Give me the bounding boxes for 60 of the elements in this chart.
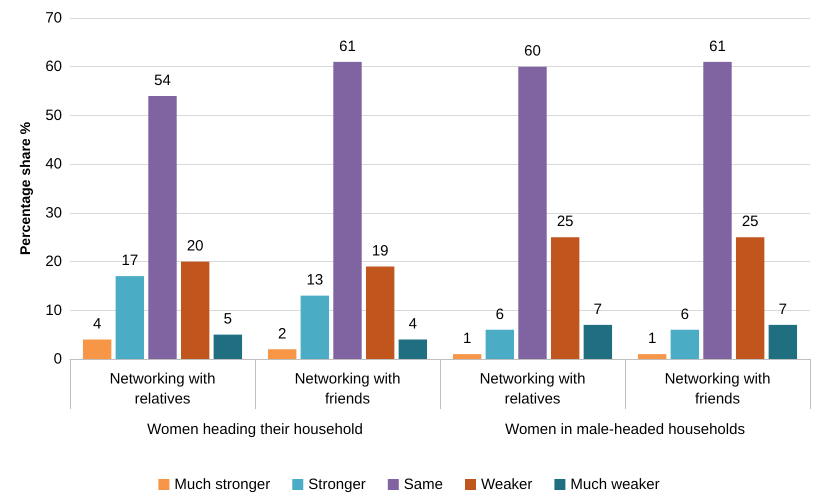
data-label: 25 — [742, 213, 759, 230]
data-label: 7 — [594, 300, 602, 318]
y-axis-title: Percentage share % — [17, 121, 33, 256]
data-label: 5 — [224, 310, 232, 328]
bar — [300, 296, 330, 359]
text: Women heading their household — [147, 421, 363, 438]
y-tick-label: 60 — [45, 58, 62, 76]
x-tick-label: Networking with friends — [294, 370, 400, 408]
bar — [518, 66, 547, 359]
legend-label: Much stronger — [174, 476, 270, 493]
data-label: 13 — [306, 272, 324, 289]
bar — [638, 354, 666, 359]
data-label: 61 — [339, 38, 356, 55]
bar — [670, 330, 700, 359]
bar — [148, 96, 177, 359]
data-label: 19 — [372, 242, 389, 260]
bar — [366, 266, 394, 359]
data-label: 6 — [496, 306, 504, 323]
data-label: 61 — [709, 38, 726, 55]
data-label: 54 — [154, 72, 171, 89]
data-label: 4 — [408, 316, 418, 333]
bar — [550, 237, 580, 359]
text: Women in male-headed households — [505, 421, 745, 438]
data-label: 60 — [524, 42, 541, 60]
data-label: 7 — [778, 300, 788, 318]
bar — [398, 340, 428, 359]
y-tick-label: 50 — [45, 106, 62, 124]
data-label: 20 — [186, 238, 204, 255]
bar — [703, 62, 732, 359]
bar — [768, 324, 798, 359]
legend-label: Much weaker — [570, 476, 660, 493]
data-label: 1 — [648, 330, 656, 348]
bar — [268, 349, 296, 359]
bar — [82, 340, 112, 359]
data-label: 2 — [278, 325, 286, 342]
data-label: 6 — [680, 306, 689, 323]
y-tick-label: 20 — [45, 253, 62, 270]
bar — [333, 62, 362, 359]
legend-label: Same — [404, 476, 443, 493]
bar — [736, 237, 764, 359]
y-tick-label: 70 — [45, 10, 62, 26]
y-tick-label: 40 — [45, 156, 62, 173]
y-tick-label: 10 — [45, 302, 62, 319]
bar — [214, 334, 242, 359]
y-tick-label: 0 — [54, 350, 62, 368]
x-tick-label: Networking with friends — [664, 370, 770, 408]
data-label: 4 — [92, 316, 102, 333]
data-label: 17 — [121, 252, 138, 270]
legend-label: Weaker — [480, 476, 532, 493]
bar — [116, 276, 144, 359]
legend-label: Stronger — [308, 476, 366, 493]
bar — [584, 324, 612, 359]
x-tick-label: Networking with relatives — [110, 370, 216, 408]
bar — [486, 330, 514, 359]
x-tick-label: Networking with relatives — [480, 370, 586, 408]
y-tick-label: 30 — [45, 204, 62, 222]
bar — [452, 354, 482, 359]
data-label: 1 — [462, 330, 472, 348]
bar — [180, 262, 210, 359]
data-label: 25 — [556, 213, 574, 230]
